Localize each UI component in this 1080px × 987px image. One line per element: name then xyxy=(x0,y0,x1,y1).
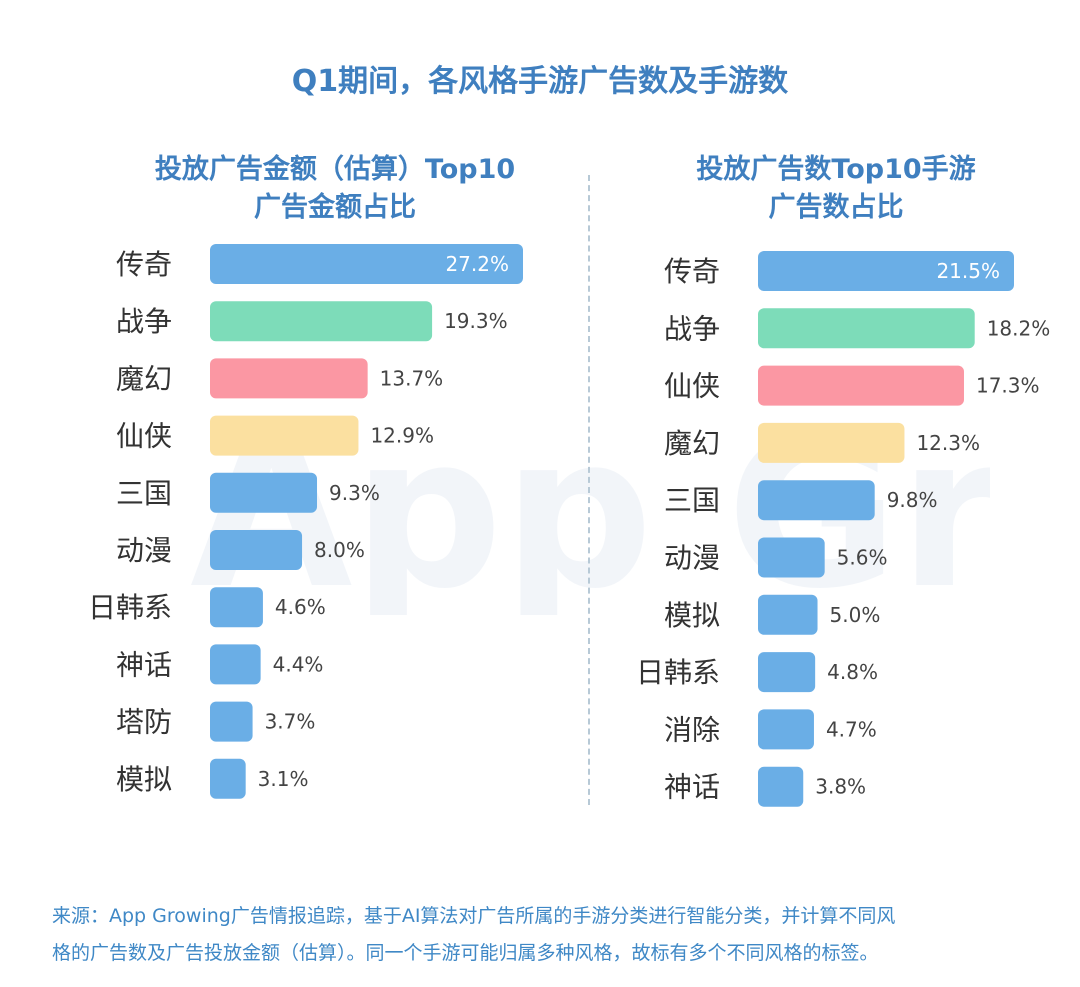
value-label: 3.8% xyxy=(815,775,866,799)
bar xyxy=(758,537,825,578)
value-label: 9.8% xyxy=(887,488,938,512)
bar-group: 传奇 27.2% xyxy=(116,244,523,284)
bar xyxy=(210,587,263,628)
category-label: 塔防 xyxy=(116,706,172,739)
category-label: 三国 xyxy=(664,484,720,517)
bar xyxy=(210,644,261,685)
bar-group: 仙侠 17.3% xyxy=(664,365,1040,406)
bar-group: 模拟 3.1% xyxy=(116,758,309,799)
value-label: 4.7% xyxy=(826,717,877,741)
value-label: 12.3% xyxy=(916,431,980,455)
bar xyxy=(210,701,253,742)
bar-group: 动漫 5.6% xyxy=(664,537,888,578)
category-label: 传奇 xyxy=(116,248,172,281)
bar xyxy=(758,422,905,463)
category-label: 动漫 xyxy=(664,542,720,575)
footnote-line-2: 格的广告数及广告投放金额（估算）。同一个手游可能归属多种风格，故标有多个不同风格… xyxy=(52,942,879,964)
value-label: 18.2% xyxy=(987,316,1051,340)
bar-group: 塔防 3.7% xyxy=(116,701,316,742)
bar xyxy=(210,301,433,342)
bar xyxy=(210,472,318,513)
bar-group: 消除 4.7% xyxy=(664,709,877,750)
bar-group: 神话 3.8% xyxy=(664,766,866,807)
bar-group: 战争 19.3% xyxy=(116,301,508,342)
bar xyxy=(758,308,975,349)
value-label: 5.0% xyxy=(830,603,881,627)
value-label: 19.3% xyxy=(444,309,508,333)
bar-group: 三国 9.3% xyxy=(116,472,380,513)
bar-group: 战争 18.2% xyxy=(664,308,1051,349)
bar-group: 动漫 8.0% xyxy=(116,530,365,570)
bar xyxy=(210,244,523,284)
category-label: 魔幻 xyxy=(664,427,720,460)
footnote-line-1: 来源：App Growing广告情报追踪，基于AI算法对广告所属的手游分类进行智… xyxy=(52,905,896,927)
bar xyxy=(210,758,246,799)
chart-title-line-2: 广告数占比 xyxy=(769,192,904,223)
category-label: 魔幻 xyxy=(116,362,172,395)
bar xyxy=(758,594,818,635)
category-label: 传奇 xyxy=(664,255,720,288)
bar xyxy=(210,358,368,399)
value-label: 4.8% xyxy=(827,660,878,684)
category-label: 仙侠 xyxy=(116,420,172,453)
bar xyxy=(758,251,1014,291)
category-label: 模拟 xyxy=(664,599,720,632)
bar-group: 传奇 21.5% xyxy=(664,251,1014,291)
chart-divider xyxy=(588,175,590,805)
bar-group: 三国 9.8% xyxy=(664,480,938,521)
value-label: 8.0% xyxy=(314,538,365,562)
bar-group: 神话 4.4% xyxy=(116,644,324,685)
bar-group: 魔幻 13.7% xyxy=(116,358,444,399)
value-label: 9.3% xyxy=(329,481,380,505)
chart-title-line-2: 广告金额占比 xyxy=(254,191,416,223)
bar xyxy=(758,766,804,807)
category-label: 日韩系 xyxy=(636,656,720,689)
bar xyxy=(758,365,964,406)
bar-group: 日韩系 4.6% xyxy=(88,587,326,628)
value-label: 5.6% xyxy=(837,546,888,570)
main-title: Q1期间，各风格手游广告数及手游数 xyxy=(291,64,789,99)
chart-title-line-1: 投放广告数Top10手游 xyxy=(696,153,975,185)
category-label: 模拟 xyxy=(116,763,172,796)
bar xyxy=(210,415,359,456)
category-label: 消除 xyxy=(664,713,720,746)
category-label: 战争 xyxy=(116,305,172,338)
source-footnote: 来源：App Growing广告情报追踪，基于AI算法对广告所属的手游分类进行智… xyxy=(52,898,1042,972)
value-label: 21.5% xyxy=(936,259,1000,283)
bar-group: 模拟 5.0% xyxy=(664,594,881,635)
bar xyxy=(758,652,816,693)
value-label: 4.6% xyxy=(275,595,326,619)
bar-group: 日韩系 4.8% xyxy=(636,652,878,693)
category-label: 战争 xyxy=(664,312,720,345)
bar-group: 仙侠 12.9% xyxy=(116,415,434,456)
category-label: 三国 xyxy=(116,477,172,510)
bar-group: 魔幻 12.3% xyxy=(664,422,980,463)
category-label: 动漫 xyxy=(116,534,172,567)
value-label: 3.1% xyxy=(258,767,309,791)
value-label: 27.2% xyxy=(445,252,509,276)
bar xyxy=(758,709,814,750)
value-label: 3.7% xyxy=(265,710,316,734)
chart-title-line-1: 投放广告金额（估算）Top10 xyxy=(155,153,515,185)
bar xyxy=(758,480,875,521)
bar xyxy=(210,530,303,570)
category-label: 仙侠 xyxy=(664,370,720,403)
category-label: 神话 xyxy=(664,771,720,804)
category-label: 日韩系 xyxy=(88,591,172,624)
category-label: 神话 xyxy=(116,648,172,681)
value-label: 17.3% xyxy=(976,374,1040,398)
value-label: 13.7% xyxy=(380,366,444,390)
value-label: 12.9% xyxy=(370,424,434,448)
value-label: 4.4% xyxy=(273,652,324,676)
